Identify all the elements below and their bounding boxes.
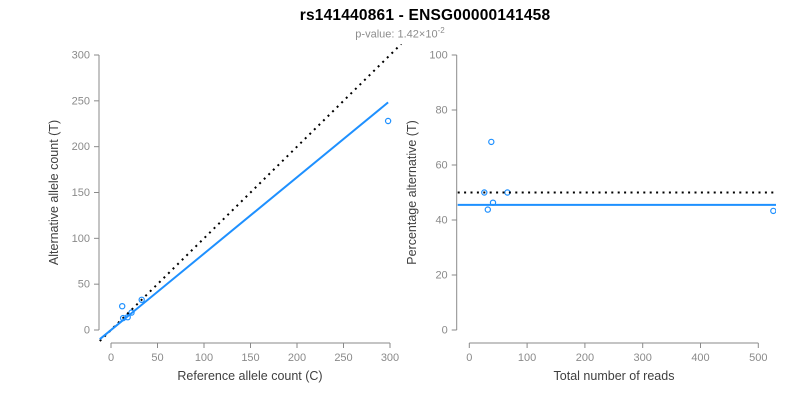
x-tick-label: 0 — [108, 352, 114, 364]
y-tick-label: 20 — [435, 270, 447, 282]
x-tick-label: 300 — [634, 352, 652, 364]
x-tick-label: 250 — [334, 352, 352, 364]
data-point — [484, 206, 491, 213]
left-scatter-panel: 0 50 100 150 200 250 300 0 50 100 150 200 250 300 — [72, 44, 402, 364]
data-point — [384, 117, 392, 125]
y-tick-label: 80 — [435, 105, 447, 117]
y-tick-label: 200 — [72, 141, 90, 153]
x-tick-label: 300 — [381, 352, 399, 364]
y-tick-label: 100 — [72, 233, 90, 245]
data-point — [128, 309, 135, 316]
y-tick-label: 40 — [435, 215, 447, 227]
y-tick-label: 150 — [72, 187, 90, 199]
left-x-axis-title: Reference allele count (C) — [177, 369, 322, 383]
right-y-axis-title: Percentage alternative (T) — [405, 120, 419, 265]
left-axes: 0 50 100 150 200 250 300 0 50 100 150 200 250 300 — [72, 50, 400, 365]
x-tick-label: 200 — [288, 352, 306, 364]
right-points-group — [481, 138, 776, 215]
identity-line — [99, 44, 402, 342]
x-tick-label: 100 — [518, 352, 536, 364]
right-lines-group — [457, 191, 776, 206]
y-tick-label: 60 — [435, 160, 447, 172]
pvalue-exponent: -2 — [437, 26, 445, 35]
right-scatter-panel: 0 100 200 300 400 500 0 20 40 60 80 100 — [429, 50, 776, 365]
y-tick-label: 100 — [429, 50, 447, 62]
fitted-line — [99, 101, 389, 340]
pvalue-text: p-value: 1.42×10 — [355, 28, 438, 41]
figure-subtitle-pvalue: p-value: 1.42×10-2 — [0, 26, 800, 41]
data-point — [770, 207, 776, 215]
right-x-axis-title: Total number of reads — [554, 369, 675, 383]
y-tick-label: 50 — [78, 279, 90, 291]
y-tick-label: 0 — [84, 325, 90, 337]
left-y-axis-title: Alternative allele count (T) — [47, 120, 61, 265]
data-point — [118, 303, 126, 310]
x-tick-label: 0 — [466, 352, 472, 364]
x-tick-label: 400 — [691, 352, 709, 364]
y-tick-label: 0 — [442, 325, 448, 337]
x-tick-label: 150 — [241, 352, 259, 364]
left-lines-group — [99, 44, 402, 342]
right-axes: 0 100 200 300 400 500 0 20 40 60 80 100 — [429, 50, 767, 365]
figure-title: rs141440861 - ENSG00000141458 — [299, 7, 551, 24]
x-tick-label: 100 — [195, 352, 213, 364]
data-point — [488, 138, 495, 146]
data-point — [481, 189, 488, 196]
x-tick-label: 50 — [151, 352, 163, 364]
y-tick-label: 250 — [72, 95, 90, 107]
x-tick-label: 200 — [576, 352, 594, 364]
y-tick-label: 300 — [72, 50, 90, 62]
data-point — [138, 296, 145, 303]
x-tick-label: 500 — [749, 352, 767, 364]
